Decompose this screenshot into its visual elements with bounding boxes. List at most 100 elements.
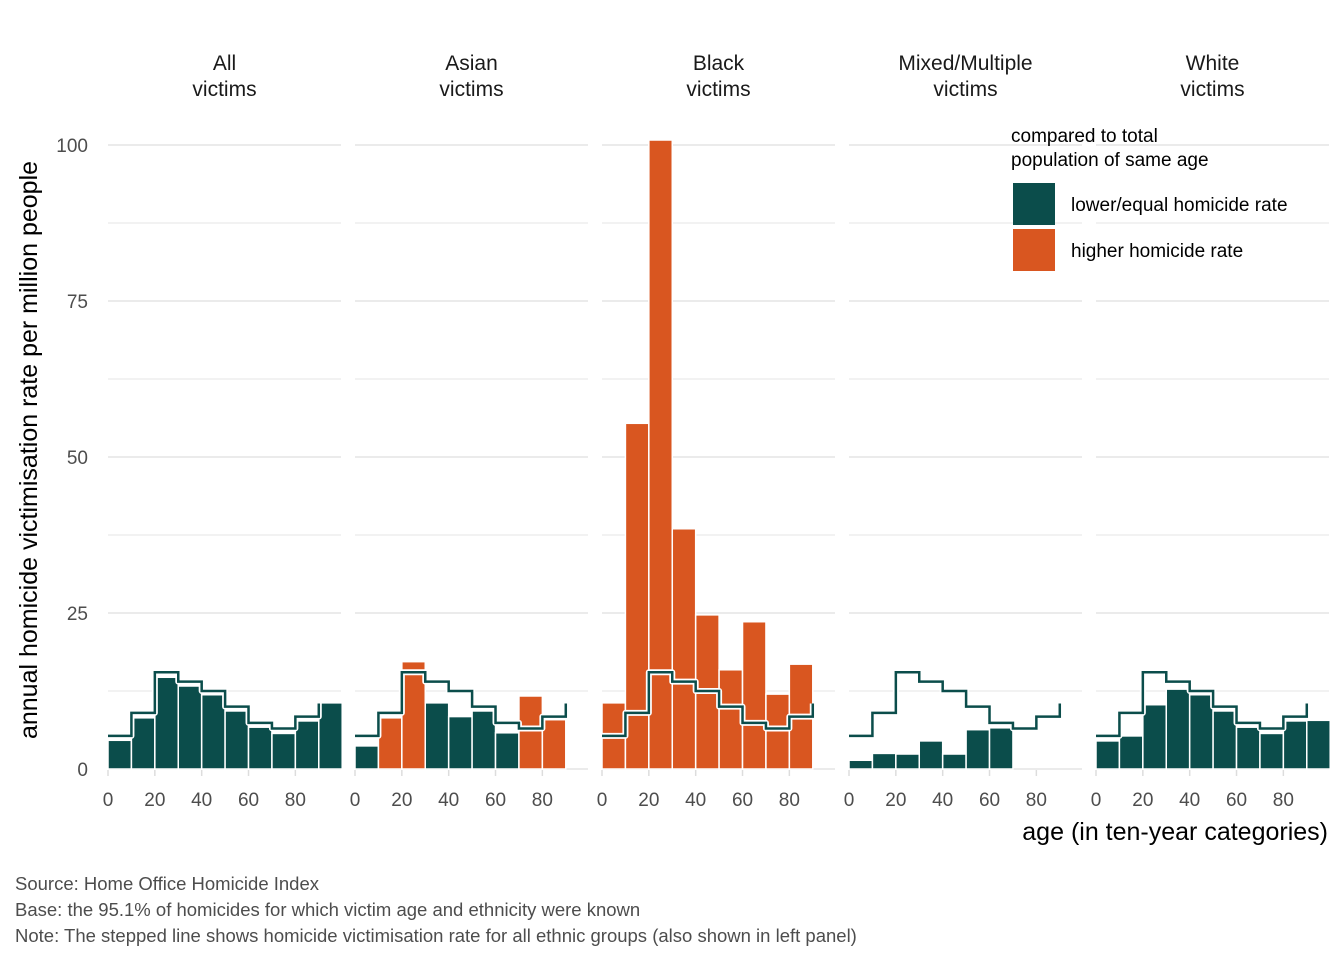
reference-step-line (355, 671, 568, 738)
y-tick-label: 100 (56, 136, 88, 157)
panel-title: Mixed/Multiple (898, 52, 1032, 75)
panel-white: White victims 0 20 40 60 80 (1091, 52, 1331, 811)
bar (471, 710, 497, 770)
panel-black: Black victims 0 20 40 60 80 (597, 52, 835, 811)
bar (271, 732, 297, 770)
x-tick-label: 0 (103, 790, 114, 811)
panel-title: victims (933, 78, 997, 101)
x-tick-label: 80 (1273, 790, 1294, 811)
bar (1165, 688, 1191, 770)
caption-line: Note: The stepped line shows homicide vi… (15, 925, 857, 946)
x-tick-label: 60 (1226, 790, 1247, 811)
legend-swatch (1013, 229, 1055, 271)
bar (1306, 719, 1331, 770)
bar (424, 702, 450, 770)
x-tick-label: 20 (144, 790, 165, 811)
panel-title: Black (693, 52, 745, 75)
legend-swatch (1013, 183, 1055, 225)
reference-step-line (108, 671, 321, 738)
panel-title: victims (686, 78, 750, 101)
panel-title: victims (192, 78, 256, 101)
x-tick-label: 20 (885, 790, 906, 811)
x-tick-label: 80 (532, 790, 553, 811)
bar (377, 717, 403, 770)
x-tick-label: 80 (285, 790, 306, 811)
bar (318, 702, 343, 770)
y-tick-label: 25 (67, 604, 88, 625)
reference-step-line (1096, 671, 1309, 738)
y-tick-label: 50 (67, 448, 88, 469)
bar (848, 759, 874, 770)
panel-all: All victims 0 20 40 60 80 (103, 52, 343, 811)
bar (988, 727, 1014, 770)
bar (177, 685, 203, 770)
caption-line: Base: the 95.1% of homicides for which v… (15, 899, 640, 920)
bar (518, 695, 544, 770)
bar (541, 718, 567, 770)
bar (624, 422, 650, 770)
bar (765, 693, 791, 770)
reference-step-line (849, 671, 1062, 738)
bar (1188, 693, 1214, 770)
bar (741, 620, 767, 770)
x-tick-label: 40 (932, 790, 953, 811)
bar (1142, 703, 1168, 770)
bar (918, 740, 944, 770)
x-tick-label: 40 (1179, 790, 1200, 811)
x-tick-label: 60 (979, 790, 1000, 811)
x-tick-label: 0 (844, 790, 855, 811)
bar (401, 660, 427, 770)
x-tick-label: 20 (391, 790, 412, 811)
reference-line-halo (849, 669, 1063, 739)
x-tick-label: 60 (485, 790, 506, 811)
x-tick-label: 40 (438, 790, 459, 811)
panel-title: victims (1180, 78, 1244, 101)
x-tick-label: 0 (597, 790, 608, 811)
panel-asian: Asian victims 0 20 40 60 80 (350, 52, 588, 811)
bar (1235, 726, 1261, 770)
panel-title: White (1186, 52, 1240, 75)
bar (447, 715, 473, 770)
bar (1095, 740, 1121, 770)
bar (671, 528, 697, 770)
bar (871, 752, 897, 770)
x-tick-label: 0 (1091, 790, 1102, 811)
x-axis-title: age (in ten-year categories) (1022, 818, 1328, 846)
bar (224, 710, 250, 770)
bar (648, 139, 674, 770)
bar (1282, 720, 1308, 770)
bar (494, 732, 520, 770)
bar (130, 717, 156, 770)
bar (1118, 735, 1144, 770)
bar (294, 720, 320, 770)
panel-mixed-multiple: Mixed/Multiple victims 0 20 40 60 80 (844, 52, 1082, 811)
bar (965, 728, 991, 770)
bar (354, 745, 380, 770)
bar (941, 753, 967, 770)
x-tick-label: 80 (1026, 790, 1047, 811)
x-tick-label: 60 (238, 790, 259, 811)
bar (107, 739, 133, 770)
bar (247, 726, 273, 770)
legend-label: higher homicide rate (1071, 241, 1243, 262)
legend-title: compared to total (1011, 126, 1158, 147)
legend-title: population of same age (1011, 150, 1209, 171)
panel-title: Asian (445, 52, 498, 75)
legend: compared to total population of same age l… (1011, 126, 1288, 271)
panel-title: All (213, 52, 236, 75)
x-tick-label: 80 (779, 790, 800, 811)
bar (154, 676, 180, 770)
y-tick-label: 75 (67, 292, 88, 313)
legend-label: lower/equal homicide rate (1071, 195, 1288, 216)
x-tick-label: 60 (732, 790, 753, 811)
caption-line: Source: Home Office Homicide Index (15, 873, 320, 894)
y-axis-title: annual homicide victimisation rate per m… (15, 161, 43, 739)
x-tick-label: 40 (685, 790, 706, 811)
bar (718, 669, 744, 770)
bar (200, 693, 226, 770)
panel-title: victims (439, 78, 503, 101)
bar (895, 753, 921, 770)
reference-step-line (602, 671, 815, 738)
x-tick-label: 20 (1132, 790, 1153, 811)
